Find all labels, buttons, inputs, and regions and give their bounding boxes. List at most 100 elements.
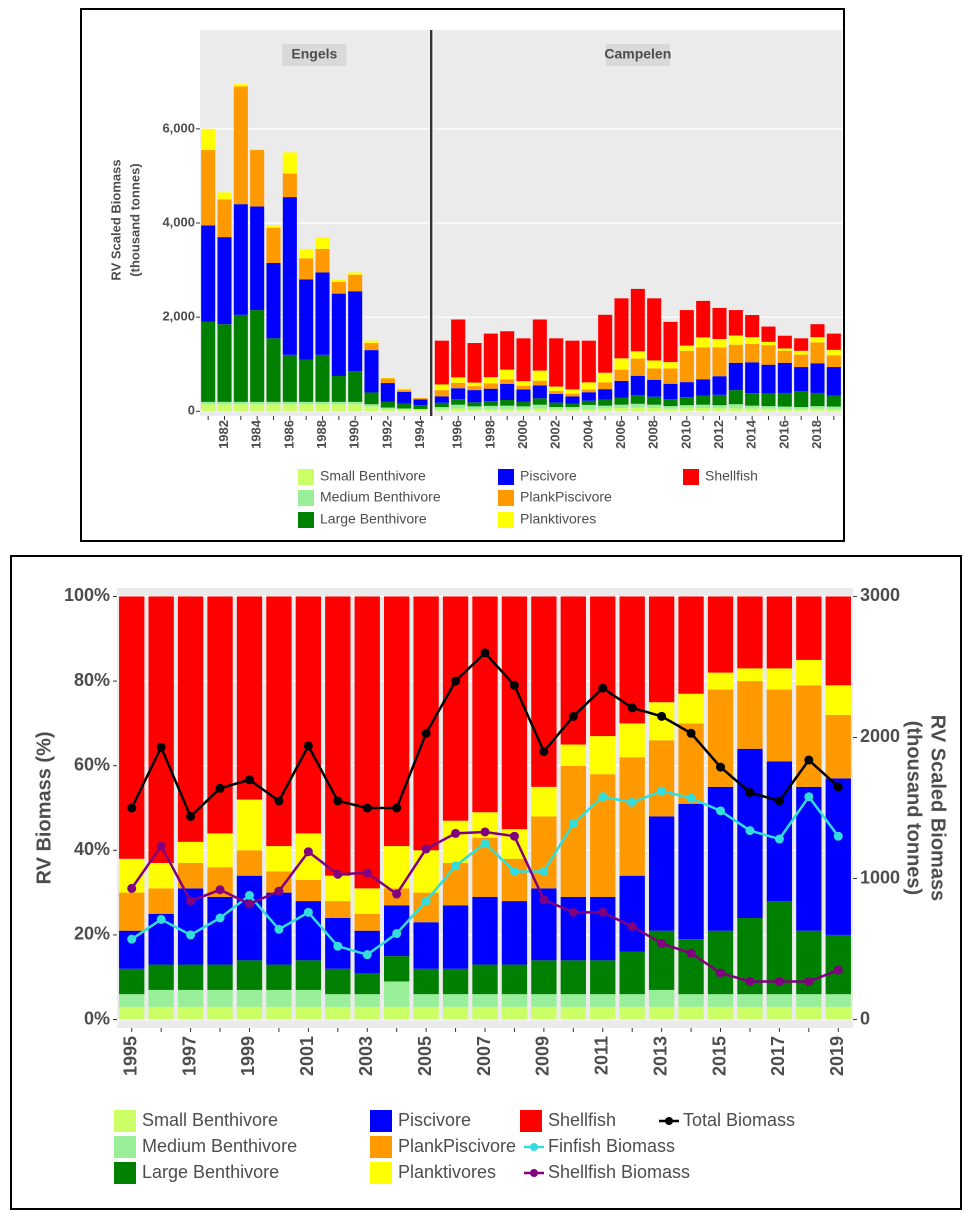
line-marker xyxy=(421,728,431,738)
line-marker xyxy=(804,792,814,802)
bar-segment xyxy=(472,596,498,813)
bar-segment xyxy=(250,150,265,207)
line-marker xyxy=(127,803,137,813)
bar-segment xyxy=(148,1006,174,1020)
bar-segment xyxy=(119,1006,145,1020)
bar-segment xyxy=(590,736,616,775)
bar-segment xyxy=(250,404,265,412)
x-tick-label: 2005 xyxy=(415,1036,435,1076)
bar-segment xyxy=(413,850,439,893)
x-tick-label: 2018 xyxy=(809,420,824,449)
bar-segment xyxy=(696,379,711,396)
bar-segment xyxy=(250,310,265,402)
legend-label: Medium Benthivore xyxy=(142,1136,297,1156)
bar-segment xyxy=(712,394,727,406)
bar-segment xyxy=(331,404,346,412)
bar-segment xyxy=(516,381,531,386)
line-marker xyxy=(244,890,254,900)
line-marker xyxy=(186,930,196,940)
bar-segment xyxy=(266,225,281,228)
line-marker xyxy=(627,703,637,713)
y-tick-label: 40% xyxy=(74,839,110,859)
bar-segment xyxy=(325,596,351,876)
bar-segment xyxy=(630,375,645,396)
bar-segment xyxy=(467,386,482,391)
bar-segment xyxy=(282,404,297,412)
x-tick-label: 1997 xyxy=(179,1036,199,1076)
bar-segment xyxy=(647,298,662,361)
bar-segment xyxy=(728,408,743,412)
legend-key xyxy=(520,1110,542,1132)
x-tick-label: 2011 xyxy=(592,1036,612,1075)
bar-segment xyxy=(207,833,233,868)
bar-segment xyxy=(233,204,248,315)
line-marker xyxy=(509,831,519,841)
bar-segment xyxy=(707,930,734,995)
bar-segment xyxy=(299,401,314,405)
bar-segment xyxy=(590,596,616,737)
bar-segment xyxy=(397,409,412,412)
line-marker xyxy=(480,648,490,658)
bar-segment xyxy=(266,846,292,872)
line-marker xyxy=(833,782,843,792)
bar-segment xyxy=(483,388,498,402)
bar-segment xyxy=(777,406,792,409)
bar-segment xyxy=(532,385,547,399)
bar-segment xyxy=(647,368,662,380)
bar-segment xyxy=(810,342,825,364)
bar-segment xyxy=(761,408,776,412)
bar-segment xyxy=(501,901,528,965)
bar-segment xyxy=(647,379,662,397)
bar-segment xyxy=(614,298,629,359)
bar-segment xyxy=(794,391,809,408)
bar-segment xyxy=(442,1006,469,1020)
bar-segment xyxy=(810,408,825,412)
legend-key-marker xyxy=(530,1143,538,1151)
line-marker xyxy=(215,783,225,793)
bar-segment xyxy=(348,401,363,405)
bar-segment xyxy=(467,390,482,403)
bar-segment xyxy=(236,799,263,851)
legend-label: PlankPiscivore xyxy=(398,1136,516,1156)
x-tick-label: 1998 xyxy=(482,420,497,449)
bar-segment xyxy=(201,404,216,412)
bar-segment xyxy=(826,349,841,356)
line-marker xyxy=(333,796,343,806)
bar-segment xyxy=(148,989,174,1007)
bar-segment xyxy=(516,401,531,407)
legend-label: Shellfish Biomass xyxy=(548,1162,690,1182)
bar-segment xyxy=(348,371,363,402)
bar-segment xyxy=(532,408,547,412)
bar-segment xyxy=(331,281,346,294)
bar-segment xyxy=(236,989,263,1007)
top-panel-border xyxy=(80,8,845,542)
bar-segment xyxy=(707,994,734,1007)
bar-segment xyxy=(451,377,466,383)
line-marker xyxy=(716,762,726,772)
legend-key xyxy=(498,469,514,485)
bar-segment xyxy=(531,994,557,1007)
bar-segment xyxy=(663,399,678,407)
bar-segment xyxy=(451,404,466,409)
line-marker xyxy=(745,787,755,797)
bar-segment xyxy=(413,968,439,995)
bar-segment xyxy=(201,150,216,226)
bar-segment xyxy=(630,395,645,404)
bar-segment xyxy=(282,197,297,355)
bar-segment xyxy=(826,408,841,412)
bar-segment xyxy=(810,324,825,338)
x-tick-label: 2003 xyxy=(356,1036,376,1076)
bar-segment xyxy=(761,393,776,407)
facet-strip-bg xyxy=(282,44,347,66)
bar-segment xyxy=(397,408,412,410)
bar-segment xyxy=(501,596,528,830)
line-marker xyxy=(244,899,254,909)
bar-segment xyxy=(590,1006,616,1020)
bar-segment xyxy=(619,723,645,758)
bar-segment xyxy=(796,1006,822,1020)
bar-segment xyxy=(500,369,515,380)
bar-segment xyxy=(384,956,410,982)
bar-segment xyxy=(777,335,792,349)
bar-segment xyxy=(315,404,330,412)
bar-segment xyxy=(825,714,851,779)
